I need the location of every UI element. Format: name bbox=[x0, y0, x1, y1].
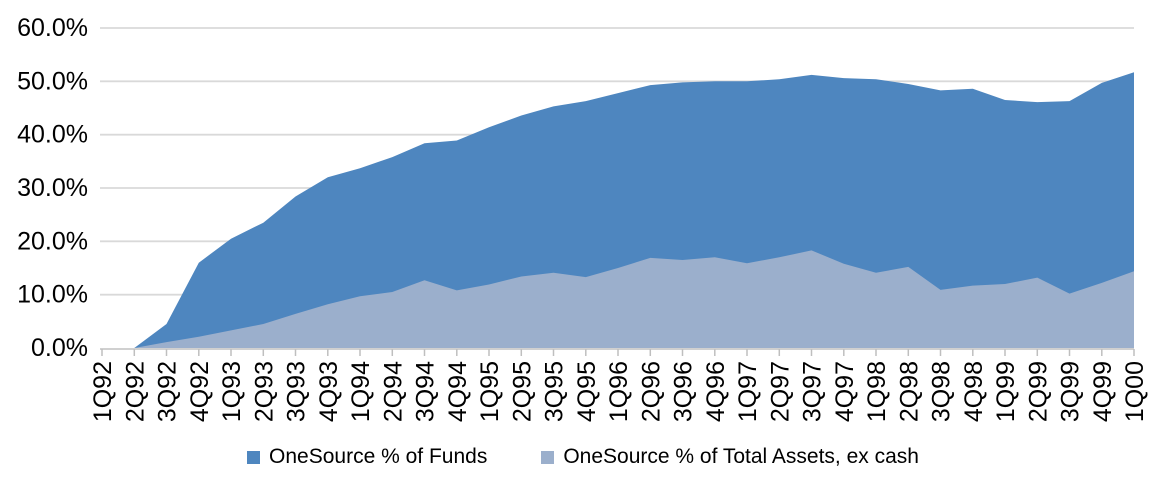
x-axis-label: 2Q94 bbox=[379, 361, 407, 422]
x-axis-label: 4Q99 bbox=[1089, 361, 1117, 422]
y-axis-label: 10.0% bbox=[17, 281, 88, 309]
y-axis-label: 50.0% bbox=[17, 67, 88, 95]
x-axis-label: 4Q92 bbox=[186, 361, 214, 422]
y-axis-label: 0.0% bbox=[31, 334, 88, 362]
y-axis-label: 40.0% bbox=[17, 121, 88, 149]
chart-legend: OneSource % of Funds OneSource % of Tota… bbox=[14, 445, 1152, 469]
x-axis-label: 4Q97 bbox=[831, 361, 859, 422]
x-axis-label: 3Q92 bbox=[154, 361, 182, 422]
x-axis-label: 2Q95 bbox=[508, 361, 536, 422]
x-axis-label: 3Q98 bbox=[928, 361, 956, 422]
x-axis-label: 1Q92 bbox=[89, 361, 117, 422]
x-axis-label: 2Q93 bbox=[250, 361, 278, 422]
x-axis-label: 4Q93 bbox=[315, 361, 343, 422]
x-axis-label: 2Q92 bbox=[121, 361, 149, 422]
x-axis-label: 3Q94 bbox=[412, 361, 440, 422]
legend-label-assets: OneSource % of Total Assets, ex cash bbox=[563, 445, 919, 468]
y-axis-label: 20.0% bbox=[17, 227, 88, 255]
y-axis-label: 30.0% bbox=[17, 174, 88, 202]
x-axis-label: 2Q97 bbox=[766, 361, 794, 422]
legend-item-assets: OneSource % of Total Assets, ex cash bbox=[541, 445, 919, 469]
legend-label-funds: OneSource % of Funds bbox=[269, 445, 488, 468]
x-axis-label: 1Q93 bbox=[218, 361, 246, 422]
legend-item-funds: OneSource % of Funds bbox=[247, 445, 487, 469]
x-axis-label: 4Q98 bbox=[960, 361, 988, 422]
x-axis-label: 3Q97 bbox=[799, 361, 827, 422]
legend-swatch-funds-icon bbox=[247, 450, 261, 464]
x-axis-label: 4Q96 bbox=[702, 361, 730, 422]
area-chart-svg: 0.0%10.0%20.0%30.0%40.0%50.0%60.0%1Q92 2Q… bbox=[17, 14, 1149, 422]
x-axis-label: 1Q99 bbox=[992, 361, 1020, 422]
x-axis-label: 1Q95 bbox=[476, 361, 504, 422]
x-axis-label: 2Q98 bbox=[895, 361, 923, 422]
x-axis-label: 3Q93 bbox=[283, 361, 311, 422]
x-axis-label: 1Q97 bbox=[734, 361, 762, 422]
x-axis-label: 4Q95 bbox=[573, 361, 601, 422]
area-series-assets bbox=[102, 250, 1134, 348]
x-axis-label: 1Q98 bbox=[863, 361, 891, 422]
x-axis-label: 4Q94 bbox=[444, 361, 472, 422]
x-axis-label: 2Q99 bbox=[1024, 361, 1052, 422]
x-axis-label: 3Q99 bbox=[1057, 361, 1085, 422]
legend-swatch-assets-icon bbox=[541, 450, 555, 464]
x-axis-label: 1Q00 bbox=[1121, 361, 1149, 422]
x-axis-label: 1Q96 bbox=[605, 361, 633, 422]
x-axis-label: 1Q94 bbox=[347, 361, 375, 422]
y-axis-label: 60.0% bbox=[17, 14, 88, 42]
x-axis-label: 3Q96 bbox=[670, 361, 698, 422]
x-axis-label: 3Q95 bbox=[541, 361, 569, 422]
x-axis-label: 2Q96 bbox=[637, 361, 665, 422]
